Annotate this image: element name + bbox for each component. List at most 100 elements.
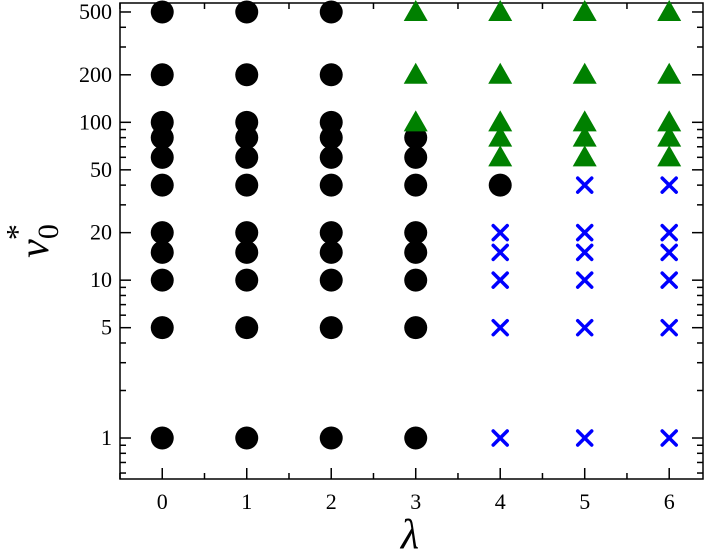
circle-point	[404, 316, 428, 340]
triangle-point	[403, 110, 428, 132]
x-tick-label: 3	[410, 489, 421, 514]
circle-point	[235, 316, 259, 340]
circle-point	[404, 268, 428, 292]
y-axis-title: v0*	[0, 224, 65, 258]
x-tick-label: 2	[326, 489, 337, 514]
cross-point	[491, 271, 509, 289]
circle-point	[319, 426, 343, 450]
triangle-point	[403, 62, 428, 84]
x-tick-label: 0	[157, 489, 168, 514]
circle-point	[319, 0, 343, 24]
circle-point	[150, 221, 174, 245]
triangle-point	[488, 125, 513, 147]
cross-point	[575, 176, 594, 194]
cross-point	[575, 271, 594, 289]
circle-point	[404, 426, 428, 450]
circle-point	[235, 221, 259, 245]
triangle-point	[657, 145, 682, 167]
circle-point	[319, 145, 343, 169]
triangle-point	[572, 145, 597, 167]
triangle-point	[488, 145, 513, 167]
circle-point	[404, 221, 428, 245]
y-axis-title-main: v	[12, 239, 58, 258]
circle-point	[235, 63, 259, 87]
x-tick-label: 4	[495, 489, 506, 514]
cross-point	[575, 243, 594, 262]
y-tick-label: 5	[101, 315, 112, 340]
cross-point	[575, 429, 594, 447]
triangle-point	[657, 62, 682, 84]
x-tick-label: 6	[664, 489, 675, 514]
circle-point	[319, 221, 343, 245]
circle-point	[235, 145, 259, 169]
cross-point	[491, 429, 509, 447]
circle-point	[319, 63, 343, 87]
triangle-point	[488, 110, 513, 132]
circle-point	[404, 126, 428, 150]
y-tick-label: 10	[90, 267, 112, 292]
cross-point	[491, 223, 509, 242]
circle-point	[150, 426, 174, 450]
y-tick-label: 100	[79, 109, 112, 134]
y-tick-label: 200	[79, 62, 112, 87]
cross-point	[660, 176, 678, 194]
cross-point	[491, 318, 509, 337]
circle-point	[235, 0, 259, 24]
y-axis-title-subscript: 0	[32, 224, 65, 239]
circle-point	[319, 173, 343, 197]
y-tick-label: 20	[90, 220, 112, 245]
circle-point	[319, 268, 343, 292]
triangle-point	[488, 62, 513, 84]
circle-point	[150, 268, 174, 292]
circle-point	[319, 110, 343, 134]
x-tick-labels: 0 1 2 3 4 5 6	[157, 489, 675, 514]
circle-point	[404, 145, 428, 169]
circle-point	[404, 173, 428, 197]
triangle-point	[572, 62, 597, 84]
svg-text:v0*: v0*	[0, 224, 65, 258]
y-tick-labels: 1 5 10 20 50 100 200 500	[79, 0, 112, 450]
circle-point	[235, 173, 259, 197]
triangle-point	[657, 0, 682, 21]
x-tick-label: 5	[579, 489, 590, 514]
y-tick-label: 50	[90, 157, 112, 182]
triangle-point	[657, 125, 682, 147]
triangle-point	[572, 0, 597, 21]
circle-point	[235, 240, 259, 264]
circle-point	[150, 145, 174, 169]
plot-frame	[119, 2, 704, 480]
cross-point	[575, 223, 594, 242]
circle-point	[150, 316, 174, 340]
triangle-point	[657, 110, 682, 132]
y-axis-title-superscript: *	[0, 224, 35, 240]
data-points	[150, 0, 682, 450]
x-tick-label: 1	[241, 489, 252, 514]
circle-point	[488, 173, 512, 197]
circle-point	[404, 240, 428, 264]
triangle-point	[572, 125, 597, 147]
y-tick-label: 500	[79, 0, 112, 24]
cross-point	[660, 429, 678, 447]
circle-point	[150, 240, 174, 264]
circle-point	[150, 110, 174, 134]
cross-point	[660, 243, 678, 262]
cross-point	[491, 243, 509, 262]
cross-point	[660, 271, 678, 289]
circle-point	[150, 173, 174, 197]
cross-point	[575, 318, 594, 337]
circle-point	[235, 426, 259, 450]
triangle-point	[403, 0, 428, 21]
triangle-point	[572, 110, 597, 132]
cross-point	[660, 223, 678, 242]
y-tick-label: 1	[101, 425, 112, 450]
circle-point	[319, 240, 343, 264]
cross-point	[660, 318, 678, 337]
circle-point	[235, 268, 259, 292]
circle-point	[235, 110, 259, 134]
triangle-point	[488, 0, 513, 21]
x-axis-title: λ	[399, 512, 419, 555]
circle-point	[150, 63, 174, 87]
circle-point	[150, 0, 174, 24]
circle-point	[319, 316, 343, 340]
